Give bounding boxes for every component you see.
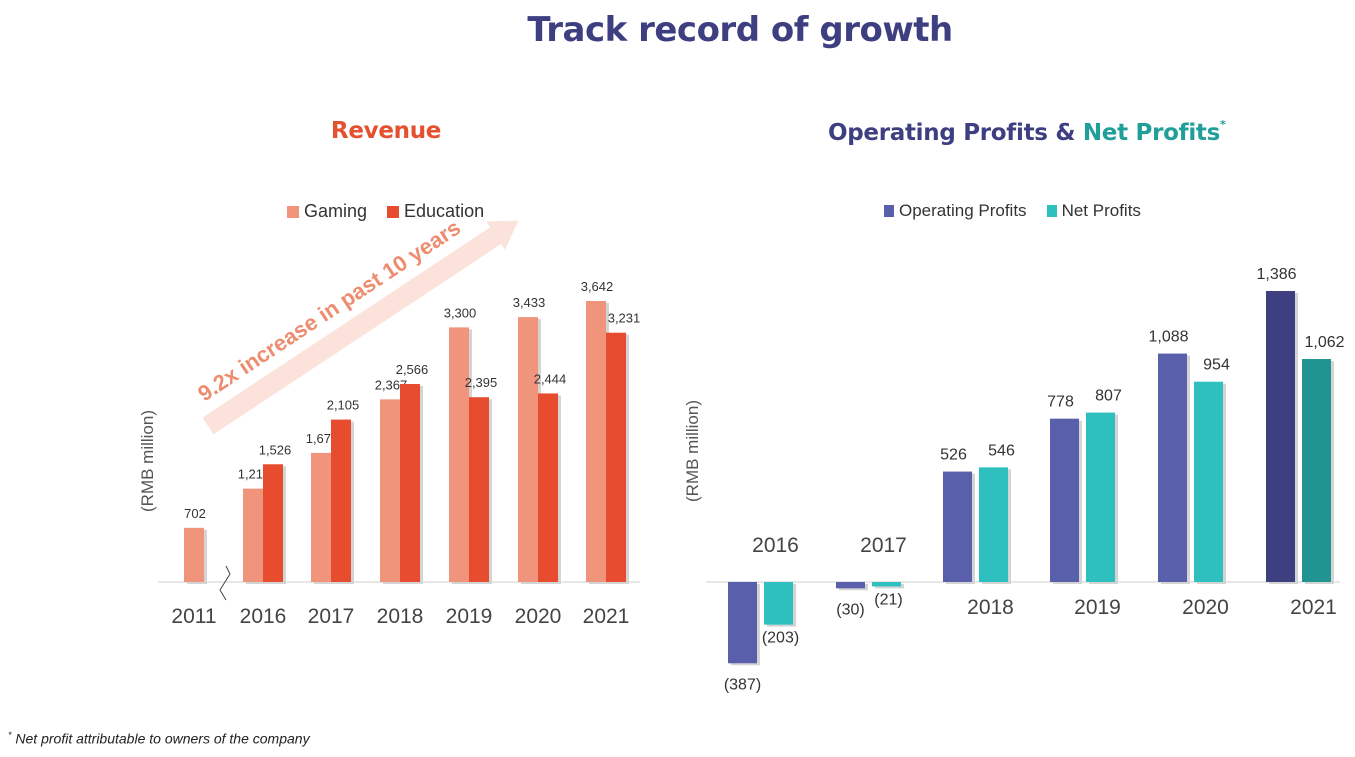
legend-label-gaming: Gaming	[304, 201, 368, 221]
label-net-2021: 1,062	[1304, 334, 1344, 351]
label-gaming-2020: 3,433	[513, 295, 546, 310]
bar-education-2021	[606, 332, 626, 582]
profit-title-part-operating: Operating Profits &	[828, 120, 1083, 146]
x-tick-revenue-2016: 2016	[240, 605, 287, 628]
legend-swatch-gaming	[287, 205, 299, 218]
x-tick-revenue-2021: 2021	[583, 605, 630, 628]
legend-item-net-profits: Net Profits	[1046, 201, 1141, 221]
x-tick-revenue-2017: 2017	[308, 605, 355, 628]
label-operating-2017: (30)	[836, 601, 864, 618]
label-gaming-2011: 702	[184, 506, 206, 521]
bar-operating-2018	[943, 471, 972, 582]
label-education-2020: 2,444	[534, 371, 567, 386]
bar-net-2021	[1302, 359, 1331, 582]
bar-education-2017	[331, 419, 351, 582]
label-net-2017: (21)	[874, 591, 902, 608]
label-net-2020: 954	[1203, 357, 1230, 374]
legend-label-net-profits: Net Profits	[1061, 201, 1141, 220]
label-education-2018: 2,566	[396, 362, 429, 377]
label-net-2016: (203)	[762, 630, 799, 647]
legend-item-education: Education	[387, 201, 484, 222]
bar-net-2019	[1086, 412, 1115, 582]
bar-education-2020	[538, 393, 558, 582]
bar-operating-2019	[1050, 418, 1079, 582]
legend-item-gaming: Gaming	[287, 201, 367, 222]
label-operating-2016: (387)	[724, 676, 761, 693]
bar-gaming-2016	[243, 488, 263, 582]
x-tick-profit-2016: 2016	[752, 534, 799, 557]
label-education-2017: 2,105	[327, 398, 360, 413]
footnote-marker: *	[8, 730, 12, 740]
bar-gaming-2018	[380, 399, 400, 582]
label-operating-2020: 1,088	[1148, 329, 1188, 346]
legend-label-education: Education	[404, 201, 485, 221]
bar-education-2016	[263, 464, 283, 582]
x-tick-profit-2019: 2019	[1074, 596, 1121, 619]
label-gaming-2017: 1,673	[306, 431, 339, 446]
label-education-2016: 1,526	[259, 442, 292, 457]
legend-item-operating-profits: Operating Profits	[884, 201, 1027, 221]
footnote-text: Net profit attributable to owners of the…	[15, 730, 310, 747]
bar-net-2018	[979, 467, 1008, 582]
x-tick-profit-2018: 2018	[967, 596, 1014, 619]
page-title: Track record of growth	[527, 10, 953, 50]
bar-operating-2020	[1158, 353, 1187, 582]
revenue-legend: Gaming Education	[287, 201, 504, 222]
label-gaming-2016: 1,210	[238, 467, 271, 482]
x-tick-revenue-2011: 2011	[171, 605, 216, 628]
growth-annotation: 9.2x increase in past 10 years	[193, 215, 465, 407]
x-tick-revenue-2018: 2018	[377, 605, 424, 628]
label-operating-2021: 1,386	[1256, 266, 1296, 283]
bar-education-2019	[469, 397, 489, 582]
bar-net-2020	[1194, 381, 1223, 582]
label-gaming-2021: 3,642	[581, 279, 614, 294]
revenue-chart-title: Revenue	[330, 118, 442, 144]
bar-gaming-2020	[518, 317, 538, 582]
axis-break	[219, 565, 231, 601]
label-education-2019: 2,395	[465, 375, 498, 390]
bar-gaming-2017	[311, 452, 331, 582]
legend-swatch-operating-profits	[884, 205, 894, 217]
profit-legend: Operating Profits Net Profits	[884, 201, 1161, 221]
label-net-2018: 546	[988, 442, 1015, 459]
legend-label-operating-profits: Operating Profits	[899, 201, 1027, 220]
footnote: * Net profit attributable to owners of t…	[8, 730, 310, 747]
bar-gaming-2021	[586, 301, 606, 582]
legend-swatch-net-profits	[1046, 205, 1057, 217]
bar-operating-2016	[728, 582, 757, 664]
label-operating-2018: 526	[940, 447, 967, 464]
x-tick-profit-2021: 2021	[1290, 596, 1337, 619]
label-operating-2019: 778	[1047, 394, 1074, 411]
legend-swatch-education	[387, 205, 400, 218]
profit-title-part-net: Net Profits	[1082, 120, 1220, 146]
label-education-2021: 3,231	[608, 311, 641, 326]
bar-education-2018	[400, 384, 420, 582]
label-gaming-2018: 2,367	[375, 377, 408, 392]
profit-title-footnote-marker: *	[1220, 118, 1226, 131]
profit-chart-title: Operating Profits & Net Profits*	[828, 118, 1226, 146]
label-net-2019: 807	[1095, 388, 1122, 405]
bar-operating-2017	[836, 582, 865, 589]
x-tick-revenue-2019: 2019	[446, 605, 493, 628]
x-tick-profit-2017: 2017	[860, 534, 907, 557]
bar-gaming-2011	[184, 527, 204, 582]
bar-operating-2021	[1266, 291, 1295, 582]
x-tick-revenue-2020: 2020	[515, 605, 562, 628]
bar-net-2016	[764, 582, 793, 625]
bar-gaming-2019	[449, 327, 469, 582]
label-gaming-2019: 3,300	[444, 305, 477, 320]
x-tick-profit-2020: 2020	[1182, 596, 1229, 619]
bar-net-2017	[872, 582, 901, 587]
